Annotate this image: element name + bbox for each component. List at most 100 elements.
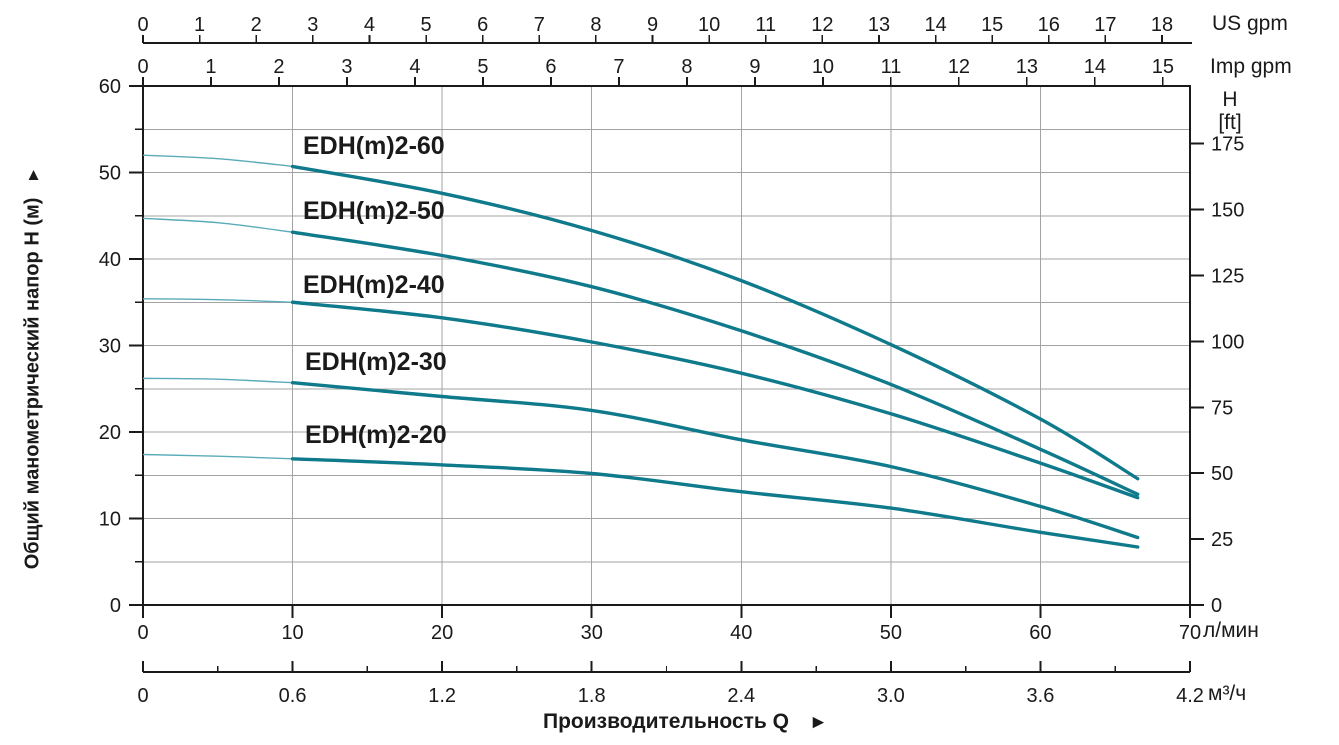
- svg-text:15: 15: [981, 14, 1003, 36]
- svg-text:70: 70: [1179, 622, 1201, 644]
- svg-text:4: 4: [409, 56, 420, 78]
- curve-thin-edhm260: [142, 154, 293, 168]
- svg-text:30: 30: [99, 336, 121, 358]
- svg-text:6: 6: [477, 14, 488, 36]
- svg-text:17: 17: [1094, 14, 1116, 36]
- svg-text:11: 11: [755, 14, 776, 36]
- curve-label-edhm2-50: EDH(m)2-50: [303, 197, 445, 225]
- y-axis-title-text: Общий манометрический напор H (м): [21, 197, 44, 570]
- svg-text:2: 2: [251, 14, 262, 36]
- right-axis-unit-label: H [ft]: [1204, 88, 1256, 134]
- svg-text:8: 8: [681, 56, 692, 78]
- svg-text:50: 50: [99, 163, 121, 185]
- us-gpm-unit-label: US gpm: [1212, 12, 1288, 35]
- curve-label-edhm2-20: EDH(m)2-20: [305, 421, 447, 449]
- svg-text:75: 75: [1211, 397, 1233, 419]
- curve-thin-edhm240: [142, 298, 293, 303]
- svg-text:7: 7: [613, 56, 624, 78]
- svg-text:1.2: 1.2: [428, 685, 456, 707]
- curve-edhm260: [290, 164, 1140, 481]
- svg-text:9: 9: [749, 56, 760, 78]
- curve-edhm230: [290, 380, 1140, 540]
- svg-text:2.4: 2.4: [727, 685, 755, 707]
- svg-text:12: 12: [811, 14, 833, 36]
- right-axis-unit-h: H: [1222, 88, 1238, 111]
- curve-label-edhm2-30: EDH(m)2-30: [305, 348, 447, 376]
- svg-text:12: 12: [948, 56, 970, 78]
- svg-text:0: 0: [110, 595, 121, 617]
- svg-text:0: 0: [1211, 595, 1222, 617]
- gridlines: [143, 86, 1190, 605]
- svg-text:11: 11: [881, 56, 902, 78]
- m3h-unit-label: м³/ч: [1208, 682, 1247, 705]
- svg-text:8: 8: [590, 14, 601, 36]
- svg-text:3: 3: [307, 14, 318, 36]
- svg-text:1: 1: [194, 14, 205, 36]
- svg-text:30: 30: [581, 622, 603, 644]
- svg-text:3.0: 3.0: [877, 685, 905, 707]
- lpm-unit-label: л/мин: [1203, 619, 1259, 642]
- svg-text:0: 0: [137, 14, 148, 36]
- svg-text:60: 60: [1029, 622, 1051, 644]
- svg-text:150: 150: [1211, 200, 1244, 222]
- svg-text:0.6: 0.6: [279, 685, 307, 707]
- curve-label-edhm2-40: EDH(m)2-40: [303, 271, 445, 299]
- svg-text:15: 15: [1152, 56, 1174, 78]
- curve-label-edhm2-60: EDH(m)2-60: [303, 132, 445, 160]
- svg-text:0: 0: [137, 56, 148, 78]
- svg-text:18: 18: [1151, 14, 1173, 36]
- x-axis-title: Производительность Q ►: [543, 710, 828, 734]
- curve-edhm240: [290, 300, 1140, 500]
- right-axis-unit-ft: [ft]: [1218, 111, 1242, 134]
- svg-text:7: 7: [534, 14, 545, 36]
- svg-text:175: 175: [1211, 134, 1244, 156]
- svg-text:9: 9: [647, 14, 658, 36]
- svg-text:50: 50: [880, 622, 902, 644]
- curve-thin-edhm220: [142, 453, 293, 460]
- svg-text:60: 60: [99, 76, 121, 98]
- curve-edhm250: [290, 230, 1140, 496]
- svg-text:20: 20: [99, 422, 121, 444]
- x-axis-m3h: 0 0.6 1.2 1.8 2.4 3.0 3.6 4.2: [137, 661, 1204, 707]
- svg-text:2: 2: [273, 56, 284, 78]
- svg-text:3.6: 3.6: [1027, 685, 1055, 707]
- x-axis-lpm: 0 10 20 30 40 50 60 70: [137, 605, 1201, 644]
- x-axis-us-gpm: 0 1 2 3 4 5 6 7 8 9 10 11 12 13 14 15 16 17 18: [137, 14, 1192, 44]
- svg-text:40: 40: [99, 249, 121, 271]
- svg-text:3: 3: [341, 56, 352, 78]
- svg-text:25: 25: [1211, 529, 1233, 551]
- svg-text:50: 50: [1211, 463, 1233, 485]
- curve-thin-edhm250: [142, 217, 293, 233]
- svg-text:10: 10: [99, 509, 121, 531]
- svg-text:5: 5: [421, 14, 432, 36]
- svg-text:16: 16: [1038, 14, 1060, 36]
- svg-text:5: 5: [477, 56, 488, 78]
- svg-text:13: 13: [1016, 56, 1038, 78]
- y-axis-ft: 0 25 50 75 100 125 150 175: [1190, 134, 1244, 617]
- svg-text:0: 0: [137, 685, 148, 707]
- svg-text:100: 100: [1211, 331, 1244, 353]
- svg-text:10: 10: [281, 622, 303, 644]
- curve-edhm220: [290, 457, 1140, 549]
- svg-text:4: 4: [364, 14, 375, 36]
- svg-text:0: 0: [137, 622, 148, 644]
- pump-curves: [142, 154, 1140, 549]
- up-arrow-icon: ▲: [24, 165, 42, 185]
- svg-text:10: 10: [812, 56, 834, 78]
- svg-text:1.8: 1.8: [578, 685, 606, 707]
- x-axis-title-text: Производительность Q: [543, 710, 790, 733]
- svg-text:125: 125: [1211, 265, 1244, 287]
- svg-text:10: 10: [698, 14, 720, 36]
- svg-text:40: 40: [730, 622, 752, 644]
- svg-text:14: 14: [924, 14, 946, 36]
- x-axis-imp-gpm: 0 1 2 3 4 5 6 7 8 9 10 11 12 13 14 15: [137, 56, 1174, 86]
- right-arrow-icon: ►: [809, 711, 828, 733]
- svg-text:13: 13: [868, 14, 890, 36]
- svg-text:6: 6: [545, 56, 556, 78]
- svg-text:14: 14: [1084, 56, 1106, 78]
- y-axis-m: 0 10 20 30 40 50 60: [99, 76, 143, 617]
- imp-gpm-unit-label: Imp gpm: [1210, 55, 1292, 78]
- svg-text:1: 1: [205, 56, 216, 78]
